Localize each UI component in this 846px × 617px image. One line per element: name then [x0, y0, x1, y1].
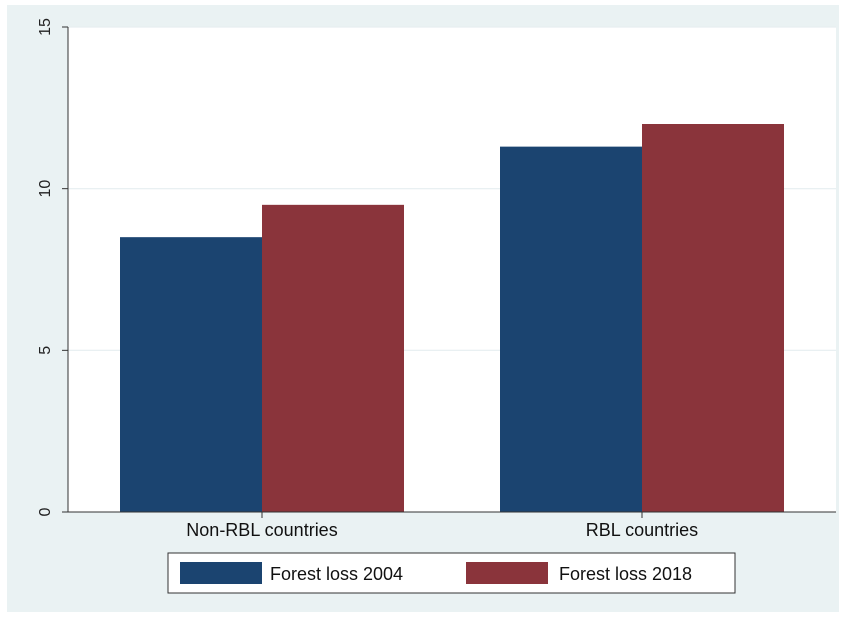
y-tick-label: 5 — [37, 346, 54, 355]
legend-box — [167, 552, 736, 594]
x-axis-ticks: Non-RBL countries RBL countries — [186, 512, 698, 540]
x-tick-label: Non-RBL countries — [186, 520, 337, 540]
y-tick-label: 10 — [37, 180, 54, 198]
bar — [500, 146, 642, 512]
bar — [642, 124, 784, 512]
legend-label: Forest loss 2018 — [559, 564, 692, 584]
legend-swatch — [466, 562, 548, 584]
legend: Forest loss 2004 Forest loss 2018 — [167, 552, 736, 594]
bars — [120, 124, 784, 513]
legend-label: Forest loss 2004 — [270, 564, 403, 584]
bar — [120, 237, 262, 512]
y-axis-ticks: 0 5 10 15 — [37, 18, 68, 516]
y-tick-label: 0 — [37, 507, 54, 516]
y-tick-label: 15 — [37, 18, 54, 36]
x-tick-label: RBL countries — [586, 520, 698, 540]
bar — [262, 204, 404, 513]
legend-swatch — [180, 562, 262, 584]
